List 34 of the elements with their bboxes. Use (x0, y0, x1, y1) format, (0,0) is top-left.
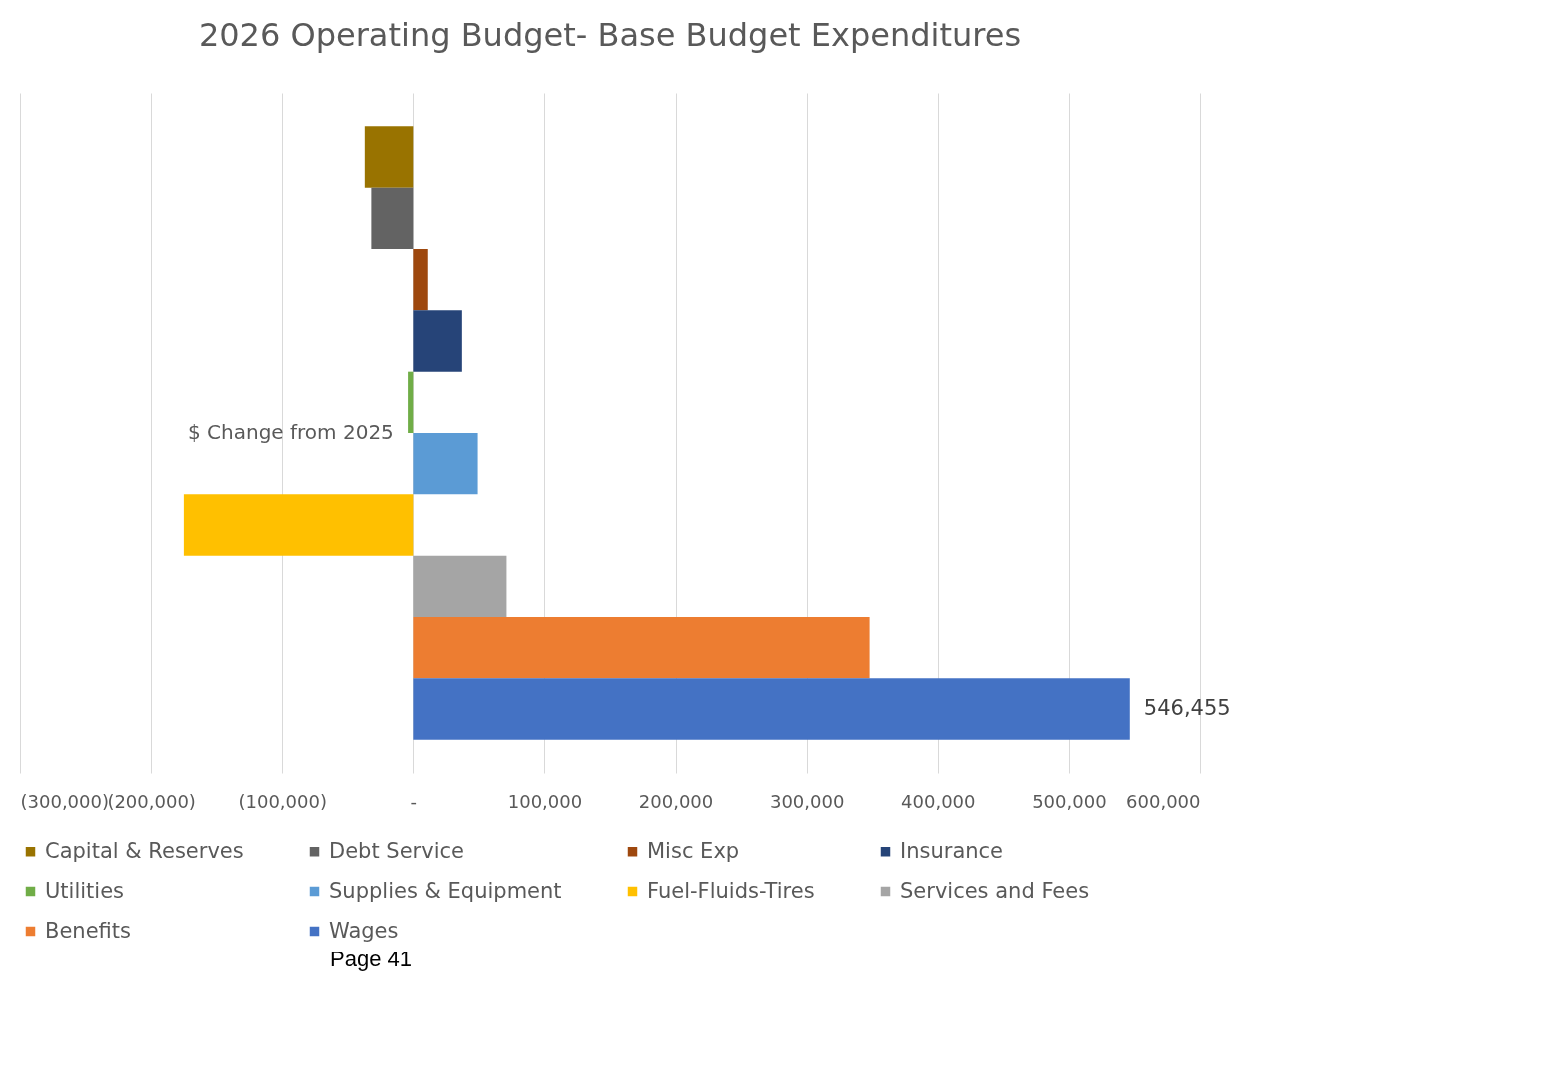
legend-label: Services and Fees (900, 878, 1090, 903)
bar (413, 555, 507, 617)
x-tick-label: 300,000 (769, 790, 845, 812)
x-tick-label: 400,000 (901, 790, 976, 812)
legend-label: Insurance (900, 838, 1004, 863)
x-tick-label: (300,000) (20, 790, 109, 812)
bar (413, 310, 462, 372)
legend-label: Fuel-Fluids-Tires (647, 878, 815, 903)
legend-label: Benefits (45, 918, 131, 943)
x-tick-label: 600,000 (1126, 790, 1201, 812)
y-tick-label: $ Change from 2025 (188, 420, 394, 444)
legend-label: Wages (329, 918, 399, 943)
legend-label: Capital & Reserves (45, 838, 244, 863)
bar (371, 187, 414, 249)
x-tick-label: 100,000 (507, 790, 583, 812)
bar (364, 126, 414, 188)
x-tick-label: (100,000) (238, 790, 327, 812)
bar (413, 433, 478, 495)
bar (413, 617, 870, 679)
x-tick-label: 500,000 (1032, 790, 1107, 812)
bar (183, 494, 414, 556)
chart-title: 2026 Operating Budget- Base Budget Expenditures (198, 16, 1022, 54)
bar (413, 249, 428, 311)
text: Page 41 (330, 946, 413, 972)
legend-label: Utilities (45, 878, 125, 903)
x-tick-label: - (410, 790, 418, 812)
legend-label: Misc Exp (647, 838, 740, 863)
x-tick-label: 200,000 (638, 790, 714, 812)
data-label: 546,455 (1143, 696, 1231, 720)
legend-label: Supplies & Equipment (329, 878, 562, 903)
legend-label: Debt Service (329, 838, 464, 863)
bar (413, 678, 1130, 740)
bar (408, 371, 414, 433)
x-tick-label: (200,000) (107, 790, 196, 812)
